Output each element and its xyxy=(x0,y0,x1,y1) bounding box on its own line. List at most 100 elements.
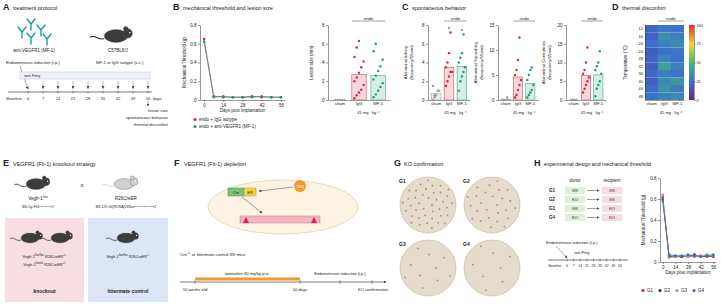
point xyxy=(377,89,379,91)
stain xyxy=(418,217,420,219)
point xyxy=(353,80,355,82)
tick-label: 12 xyxy=(639,26,644,31)
heat-cell xyxy=(645,48,658,56)
mouse-tail xyxy=(14,184,26,187)
panel-title: KO confirmation xyxy=(404,161,443,167)
timeline-tick xyxy=(567,259,568,262)
point xyxy=(699,255,702,258)
timeline-tick xyxy=(103,91,104,94)
timeline xyxy=(180,282,386,283)
heat-cell xyxy=(658,93,671,101)
stain xyxy=(404,277,406,279)
stain xyxy=(420,184,422,186)
series-line xyxy=(663,201,714,257)
superscript: +/- xyxy=(63,261,66,265)
axis-line xyxy=(200,26,201,101)
tick-label: 0 xyxy=(194,98,197,103)
point xyxy=(448,52,450,54)
connector xyxy=(556,246,567,258)
tick-mark xyxy=(564,25,566,26)
heat-cell xyxy=(645,25,658,33)
point xyxy=(461,75,463,77)
mouse-icon xyxy=(102,176,138,190)
stain xyxy=(505,209,507,211)
label: C57BL6/J xyxy=(108,48,128,53)
tick-mark xyxy=(426,100,428,101)
point xyxy=(212,96,215,99)
point xyxy=(528,94,530,96)
series-line xyxy=(204,39,281,97)
stain xyxy=(451,202,453,204)
stain xyxy=(422,287,424,289)
mouse-tail xyxy=(106,238,117,240)
point xyxy=(599,50,601,52)
point xyxy=(597,61,599,63)
panel-letter: B xyxy=(173,2,180,12)
tick-label: MF-1 xyxy=(457,101,467,106)
tick-mark xyxy=(496,100,498,101)
mouse-tail xyxy=(40,238,51,240)
connector xyxy=(103,81,104,89)
tick-label: 10 xyxy=(557,60,563,65)
timeline-label: 7 xyxy=(42,96,45,101)
timeline-label: 28 xyxy=(86,96,91,101)
stain xyxy=(437,222,439,224)
text-part: B6;129-Gt(ROSA)26Sor xyxy=(96,205,135,209)
point xyxy=(280,96,283,99)
label: 10 days xyxy=(293,287,308,292)
legend-marker xyxy=(675,289,678,292)
tick-mark xyxy=(198,100,200,101)
tick-mark xyxy=(326,44,328,45)
tick-label: 5 xyxy=(492,73,495,78)
point xyxy=(448,75,450,77)
stain xyxy=(486,209,488,211)
connector xyxy=(148,101,149,106)
tick-mark xyxy=(243,100,244,102)
timeline-tick xyxy=(613,259,614,262)
group-label: knockout xyxy=(33,288,56,294)
connector xyxy=(88,81,89,89)
point xyxy=(517,59,519,61)
donor-cell xyxy=(565,196,585,203)
bar xyxy=(444,67,454,100)
tick-mark xyxy=(496,75,498,76)
axis-title: Temperature (°C) xyxy=(623,45,628,80)
point xyxy=(362,60,364,62)
series-line xyxy=(663,195,714,258)
point xyxy=(594,69,596,71)
stain xyxy=(480,220,482,222)
point xyxy=(360,66,362,68)
legend-marker xyxy=(692,289,695,292)
superscript: +/- xyxy=(63,253,66,257)
point xyxy=(362,84,364,86)
stain xyxy=(496,221,498,223)
tick-label: 40 xyxy=(639,79,644,84)
timeline-tick xyxy=(300,280,301,284)
tick-mark xyxy=(326,81,328,82)
point xyxy=(446,61,448,63)
point xyxy=(585,61,587,63)
tick-mark xyxy=(658,199,660,200)
construct-cre xyxy=(228,188,244,196)
tick-label: 0 xyxy=(662,265,665,270)
timeline-label: 0 xyxy=(566,264,568,268)
axis-title: (frequency/15min) xyxy=(479,45,484,80)
heat-cell xyxy=(658,48,671,56)
text-part: Vegfr-1 xyxy=(23,255,35,259)
mouse-ear xyxy=(36,231,40,235)
tick-label: 16 xyxy=(639,34,644,39)
stain xyxy=(423,208,425,210)
tick-mark xyxy=(694,100,696,101)
point xyxy=(375,74,377,76)
stain xyxy=(446,207,448,209)
stain xyxy=(428,197,430,199)
point xyxy=(222,95,225,98)
timeline-tick xyxy=(73,91,74,94)
timeline-label: days xyxy=(153,96,161,101)
legend-label: endo + IgG isotype xyxy=(199,117,237,122)
axis-title: Days post implantation xyxy=(665,270,711,275)
connector xyxy=(587,199,599,200)
stain xyxy=(500,267,502,269)
timeline-label: 21 xyxy=(585,264,589,268)
stain xyxy=(415,190,417,192)
